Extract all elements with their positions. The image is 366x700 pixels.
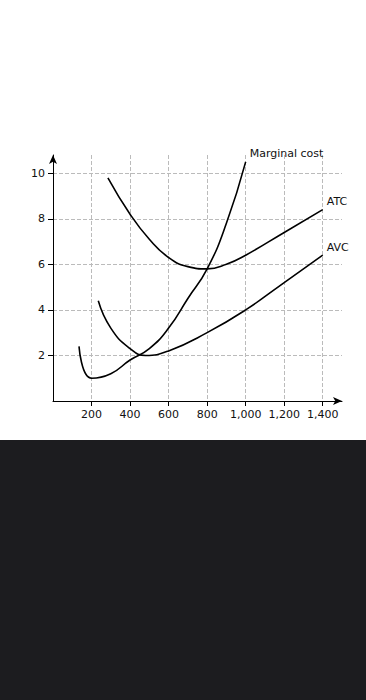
- svg-text:1,200: 1,200: [268, 408, 300, 421]
- svg-text:1,400: 1,400: [307, 408, 339, 421]
- svg-text:4: 4: [38, 303, 45, 316]
- svg-text:200: 200: [81, 408, 102, 421]
- svg-text:800: 800: [197, 408, 218, 421]
- svg-text:1,000: 1,000: [230, 408, 261, 421]
- svg-text:600: 600: [158, 408, 179, 421]
- svg-text:2: 2: [38, 349, 45, 362]
- svg-text:400: 400: [120, 408, 141, 421]
- svg-text:10: 10: [31, 167, 45, 180]
- svg-text:6: 6: [38, 258, 45, 271]
- svg-text:AVC: AVC: [327, 241, 349, 254]
- svg-text:Marginal cost: Marginal cost: [250, 147, 324, 160]
- svg-text:8: 8: [38, 212, 45, 225]
- svg-text:ATC: ATC: [327, 195, 348, 208]
